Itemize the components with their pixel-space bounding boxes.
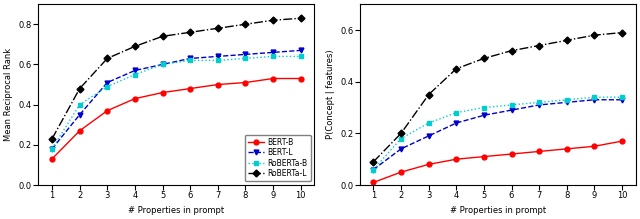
BERT-B (214, 83, 221, 86)
BERT-B (159, 91, 166, 94)
BERT-B (131, 97, 139, 100)
RoBERTa-L (269, 19, 277, 21)
BERT-L (563, 101, 571, 104)
RoBERTa-L (618, 31, 626, 34)
BERT-B (104, 109, 111, 112)
RoBERTa-L (425, 93, 433, 96)
RoBERTa-L (535, 44, 543, 47)
Y-axis label: Mean Reciprocal Rank: Mean Reciprocal Rank (4, 48, 13, 141)
BERT-L (159, 63, 166, 66)
RoBERTa-B (563, 99, 571, 101)
RoBERTa-B (241, 57, 249, 60)
RoBERTa-L (104, 57, 111, 60)
BERT-L (241, 53, 249, 56)
BERT-L (104, 81, 111, 84)
RoBERTa-L (214, 27, 221, 30)
RoBERTa-L (480, 57, 488, 60)
BERT-B (452, 158, 460, 161)
BERT-L (591, 99, 598, 101)
BERT-B (369, 181, 377, 184)
Line: RoBERTa-L: RoBERTa-L (371, 30, 625, 164)
BERT-B (591, 145, 598, 148)
Y-axis label: P(Concept | features): P(Concept | features) (326, 50, 335, 140)
RoBERTa-B (618, 96, 626, 99)
RoBERTa-B (48, 148, 56, 150)
RoBERTa-L (591, 34, 598, 37)
BERT-L (214, 55, 221, 58)
BERT-B (397, 171, 405, 173)
BERT-B (508, 153, 515, 155)
RoBERTa-L (397, 132, 405, 135)
RoBERTa-B (369, 168, 377, 171)
RoBERTa-L (241, 23, 249, 26)
RoBERTa-B (214, 59, 221, 62)
BERT-B (76, 129, 83, 132)
BERT-B (186, 87, 194, 90)
RoBERTa-L (159, 35, 166, 38)
BERT-B (297, 77, 305, 80)
BERT-B (269, 77, 277, 80)
RoBERTa-B (186, 59, 194, 62)
BERT-L (618, 99, 626, 101)
RoBERTa-B (159, 63, 166, 66)
Line: BERT-B: BERT-B (50, 76, 303, 161)
BERT-B (563, 148, 571, 150)
BERT-L (269, 51, 277, 54)
BERT-L (508, 109, 515, 111)
BERT-L (297, 49, 305, 52)
RoBERTa-B (591, 96, 598, 99)
X-axis label: # Properties in prompt: # Properties in prompt (128, 206, 225, 215)
RoBERTa-B (452, 111, 460, 114)
Line: BERT-L: BERT-L (50, 48, 303, 151)
BERT-B (241, 81, 249, 84)
BERT-L (76, 113, 83, 116)
RoBERTa-B (397, 137, 405, 140)
BERT-B (618, 140, 626, 142)
RoBERTa-B (508, 104, 515, 106)
RoBERTa-B (425, 122, 433, 124)
RoBERTa-L (186, 31, 194, 34)
BERT-L (480, 114, 488, 117)
RoBERTa-B (269, 55, 277, 58)
RoBERTa-L (76, 87, 83, 90)
BERT-L (397, 148, 405, 150)
Line: BERT-B: BERT-B (371, 139, 625, 185)
RoBERTa-L (508, 49, 515, 52)
BERT-B (480, 155, 488, 158)
BERT-B (535, 150, 543, 153)
RoBERTa-L (131, 45, 139, 48)
RoBERTa-B (480, 106, 488, 109)
RoBERTa-B (76, 103, 83, 106)
RoBERTa-B (104, 85, 111, 88)
Line: BERT-L: BERT-L (371, 97, 625, 172)
BERT-L (452, 122, 460, 124)
RoBERTa-L (297, 17, 305, 19)
BERT-L (369, 168, 377, 171)
Legend: BERT-B, BERT-L, RoBERTa-B, RoBERTa-L: BERT-B, BERT-L, RoBERTa-B, RoBERTa-L (244, 134, 310, 181)
RoBERTa-L (369, 161, 377, 163)
RoBERTa-B (297, 55, 305, 58)
RoBERTa-L (48, 138, 56, 140)
Line: RoBERTa-B: RoBERTa-B (371, 95, 625, 172)
Line: RoBERTa-B: RoBERTa-B (50, 54, 303, 151)
BERT-L (425, 135, 433, 137)
BERT-B (48, 158, 56, 160)
Line: RoBERTa-L: RoBERTa-L (50, 16, 303, 141)
X-axis label: # Properties in prompt: # Properties in prompt (450, 206, 546, 215)
RoBERTa-B (535, 101, 543, 104)
BERT-L (535, 104, 543, 106)
BERT-L (48, 148, 56, 150)
BERT-B (425, 163, 433, 166)
BERT-L (131, 69, 139, 72)
BERT-L (186, 57, 194, 60)
RoBERTa-L (452, 67, 460, 70)
RoBERTa-L (563, 39, 571, 42)
RoBERTa-B (131, 73, 139, 76)
